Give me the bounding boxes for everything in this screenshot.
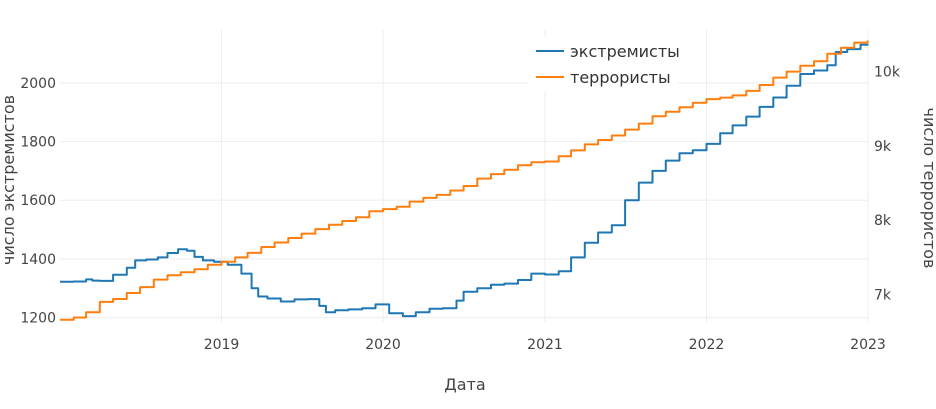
legend-item-terrorists[interactable]: террористы xyxy=(536,68,671,87)
y-right-tick-label: 10k xyxy=(874,65,901,81)
series-line-terrorists[interactable] xyxy=(60,40,869,321)
x-tick-label: 2022 xyxy=(689,337,725,353)
legend-label-terrorists: террористы xyxy=(570,68,671,87)
series-line-extremists[interactable] xyxy=(60,43,869,318)
y-left-tick-label: 1200 xyxy=(20,311,56,327)
y-left-tick-label: 1400 xyxy=(20,252,56,268)
legend-background xyxy=(528,36,678,92)
x-axis-ticks: 2019 2020 2021 2022 2023 xyxy=(204,337,886,353)
x-tick-label: 2020 xyxy=(365,337,401,353)
y-axis-right-title: число террористов xyxy=(920,108,936,269)
x-axis-title: Дата xyxy=(444,375,485,394)
x-tick-label: 2019 xyxy=(204,337,240,353)
gridlines xyxy=(60,30,869,322)
y-left-tick-label: 1600 xyxy=(20,193,56,209)
y-axis-right-ticks: 7k 8k 9k 10k xyxy=(874,65,901,304)
y-axis-left-ticks: 1200 1400 1600 1800 2000 xyxy=(20,76,56,327)
y-right-tick-label: 8k xyxy=(874,213,892,229)
y-left-tick-label: 1800 xyxy=(20,135,56,151)
y-axis-left-title: число экстремистов xyxy=(0,95,18,265)
y-right-tick-label: 9k xyxy=(874,139,892,155)
series-layer xyxy=(60,40,869,321)
legend-label-extremists: экстремисты xyxy=(570,42,680,61)
y-left-tick-label: 2000 xyxy=(20,76,56,92)
y-right-tick-label: 7k xyxy=(874,288,892,304)
legend-item-extremists[interactable]: экстремисты xyxy=(536,42,680,61)
legend[interactable]: экстремисты террористы xyxy=(528,36,680,92)
x-tick-label: 2023 xyxy=(850,337,886,353)
x-tick-label: 2021 xyxy=(527,337,563,353)
